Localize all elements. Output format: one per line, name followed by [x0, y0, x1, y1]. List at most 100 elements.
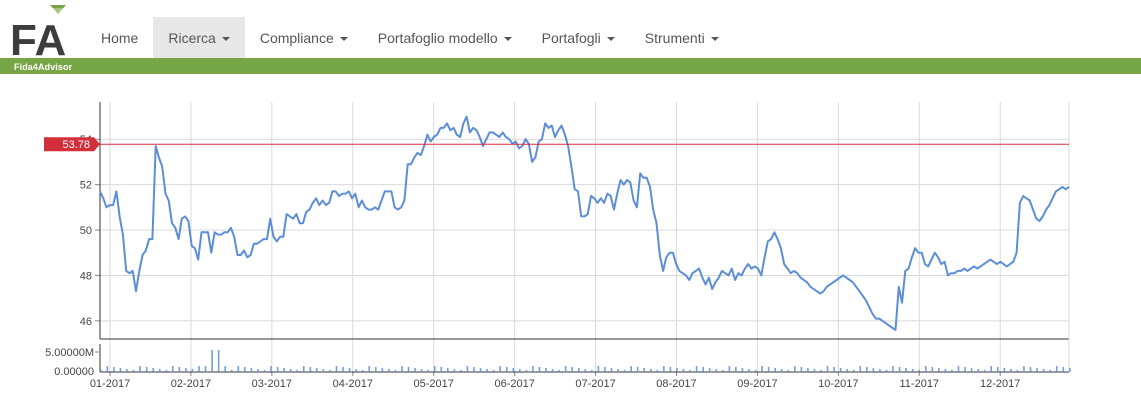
nav-ricerca-label: Ricerca: [168, 29, 216, 46]
volume-bar: [669, 367, 672, 372]
volume-bar: [512, 368, 515, 372]
volume-bar: [453, 369, 456, 372]
volume-bar: [721, 370, 724, 372]
volume-bar: [204, 366, 207, 372]
volume-bar: [846, 369, 848, 372]
nav-ricerca[interactable]: Ricerca: [153, 17, 245, 58]
caret-down-icon: [503, 36, 512, 41]
y-tick-label: 46: [80, 316, 92, 328]
volume-bar: [604, 367, 606, 372]
volume-bar: [538, 367, 541, 372]
volume-bar: [198, 366, 200, 372]
volume-bar: [440, 367, 443, 372]
nav-strumenti-label: Strumenti: [644, 29, 705, 46]
volume-bar: [564, 366, 567, 372]
volume-bar: [649, 369, 652, 372]
volume-bar: [944, 369, 947, 372]
volume-bar: [813, 369, 816, 372]
volume-bar: [1029, 367, 1032, 372]
volume-bar: [571, 367, 574, 372]
volume-bar: [165, 370, 168, 372]
volume-bar: [427, 370, 429, 372]
volume-bar: [866, 367, 868, 372]
volume-bar: [630, 366, 632, 372]
volume-bar: [996, 367, 999, 372]
top-navbar: FA Home Ricerca Compliance Portafoglio m…: [0, 0, 1141, 61]
volume-bar: [178, 367, 181, 372]
volume-bar: [316, 368, 318, 372]
volume-bar: [211, 350, 213, 372]
fida4advisor-logo[interactable]: FA: [8, 3, 78, 73]
volume-bar: [839, 368, 842, 372]
volume-bar: [826, 366, 829, 372]
svg-text:FA: FA: [10, 16, 66, 61]
volume-bar: [715, 369, 718, 372]
volume-bar: [532, 366, 534, 372]
volume-bar: [185, 368, 187, 372]
volume-bar: [663, 366, 665, 372]
volume-tick-label: 5.00000M: [45, 347, 94, 359]
volume-bar: [191, 369, 194, 372]
price-chart: 464850525401-201702-201703-201704-201705…: [0, 74, 1141, 417]
volume-bar: [217, 350, 220, 372]
caret-down-icon: [606, 36, 615, 41]
volume-bar: [139, 366, 141, 372]
volume-bar: [741, 368, 744, 372]
volume-bar: [355, 369, 357, 372]
volume-bar: [610, 368, 613, 372]
main-nav: Home Ricerca Compliance Portafoglio mode…: [86, 17, 734, 58]
nav-home[interactable]: Home: [86, 17, 153, 58]
volume-bar: [767, 367, 770, 372]
volume-bar: [852, 370, 855, 372]
volume-bar: [414, 368, 416, 372]
volume-bar: [918, 370, 921, 372]
volume-bar: [1042, 369, 1045, 372]
volume-bar: [656, 370, 659, 372]
volume-bar: [924, 366, 927, 372]
volume-bar: [682, 369, 685, 372]
volume-bar: [250, 368, 253, 372]
volume-bar: [780, 369, 783, 372]
volume-bar: [990, 366, 993, 372]
volume-bar: [237, 366, 240, 372]
volume-bar: [931, 367, 934, 372]
current-value-badge: [44, 137, 100, 152]
nav-portafogli[interactable]: Portafogli: [527, 17, 630, 58]
nav-portafogli-label: Portafogli: [541, 29, 601, 46]
x-tick-label: 05-2017: [414, 378, 454, 390]
volume-bar: [106, 366, 109, 372]
y-tick-label: 50: [80, 225, 92, 237]
volume-bar: [905, 368, 907, 372]
nav-compliance[interactable]: Compliance: [245, 17, 363, 58]
volume-bar: [1010, 369, 1012, 372]
volume-bar: [774, 368, 776, 372]
volume-bar: [591, 370, 593, 372]
volume-bar: [1069, 368, 1071, 372]
volume-bar: [447, 368, 449, 372]
x-tick-label: 03-2017: [252, 378, 292, 390]
volume-bar: [1003, 368, 1006, 372]
volume-bar: [689, 370, 691, 372]
nav-strumenti[interactable]: Strumenti: [630, 17, 734, 58]
volume-bar: [152, 368, 154, 372]
x-tick-label: 11-2017: [900, 378, 940, 390]
volume-bar: [119, 368, 122, 372]
x-tick-label: 08-2017: [656, 378, 696, 390]
x-tick-label: 12-2017: [980, 378, 1020, 390]
volume-bar: [322, 369, 325, 372]
volume-bar: [132, 370, 135, 372]
caret-down-icon: [339, 36, 348, 41]
volume-bar: [1016, 370, 1019, 372]
nav-portafoglio-modello[interactable]: Portafoglio modello: [363, 17, 527, 58]
volume-bar: [800, 367, 803, 372]
volume-bar: [335, 366, 338, 372]
volume-bar: [957, 366, 960, 372]
volume-bar: [584, 369, 587, 372]
volume-bar: [172, 366, 174, 372]
volume-bar: [492, 370, 495, 372]
volume-bar: [807, 368, 809, 372]
price-chart-svg: 464850525401-201702-201703-201704-201705…: [44, 102, 1071, 390]
volume-bar: [525, 370, 528, 372]
y-tick-label: 48: [80, 270, 92, 282]
current-value-label: 53.78: [62, 139, 90, 151]
